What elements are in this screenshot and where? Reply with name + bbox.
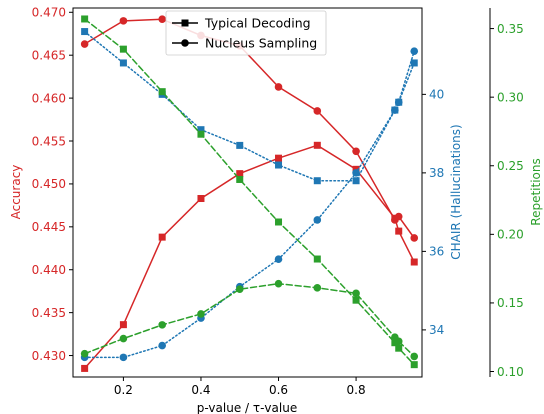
legend-label-typical: Typical Decoding [204, 16, 311, 31]
data-point-circle [274, 279, 283, 288]
accuracy-tick-label: 0.435 [32, 306, 66, 320]
data-point-square [81, 364, 89, 372]
data-point-circle [313, 284, 322, 292]
data-point-square [391, 339, 399, 347]
data-point-square [197, 130, 205, 138]
chair-tick-label: 40 [429, 88, 444, 102]
data-point-circle [352, 147, 360, 156]
data-point-circle [352, 169, 360, 177]
data-point-square [410, 361, 418, 369]
data-point-square [158, 88, 166, 96]
data-point-circle [197, 310, 205, 318]
y-axis-label-repetitions: Repetitions [529, 158, 543, 225]
data-point-circle [80, 349, 89, 358]
data-point-circle [158, 341, 166, 350]
data-point-square [313, 141, 321, 149]
series-accuracy-typical [81, 141, 418, 372]
data-point-square [197, 126, 205, 134]
series-layer [80, 15, 419, 372]
data-point-square [313, 177, 321, 185]
data-point-square [410, 258, 418, 266]
legend-box [165, 10, 327, 56]
series-line-chair-nucleus [83, 50, 415, 359]
accuracy-tick-label: 0.460 [32, 91, 66, 105]
x-tick-label: 0.4 [191, 383, 210, 397]
data-point-circle [158, 321, 166, 329]
data-point-square [275, 154, 283, 162]
data-point-square [352, 296, 360, 304]
data-point-circle [313, 216, 322, 224]
data-point-circle [274, 255, 283, 264]
chair-tick-label: 34 [429, 323, 444, 337]
y-axis-label-chair: CHAIR (Hallucinations) [449, 124, 463, 259]
accuracy-tick-label: 0.470 [32, 6, 66, 20]
data-point-square [236, 175, 244, 183]
data-point-circle [410, 47, 419, 55]
data-point-circle [119, 334, 128, 343]
series-chair-nucleus [80, 47, 419, 362]
plot-frame [72, 7, 423, 378]
legend-label-nucleus: Nucleus Sampling [205, 36, 317, 51]
data-point-square [395, 344, 403, 352]
data-point-circle [352, 289, 360, 298]
x-tick-label: 0.2 [114, 383, 133, 397]
repetitions-tick-label: 0.35 [497, 22, 524, 36]
series-repetitions-nucleus [80, 279, 419, 361]
axes-layer: 0.2 0.4 0.6 0.8 0.430 0.435 0.440 0.445 0.450 0.4… [32, 6, 524, 397]
series-line-repetitions-nucleus [83, 282, 415, 358]
data-point-square [197, 195, 205, 203]
repetitions-tick-label: 0.30 [497, 90, 524, 104]
y-axis-label-accuracy: Accuracy [9, 165, 23, 220]
data-point-square [119, 45, 127, 53]
data-point-square [395, 227, 403, 235]
repetitions-tick-label: 0.15 [497, 296, 524, 310]
accuracy-tick-label: 0.450 [32, 177, 66, 191]
data-point-circle [313, 107, 322, 115]
repetitions-tick-label: 0.10 [497, 365, 524, 379]
legend: Typical Decoding Nucleus Sampling [165, 10, 327, 56]
data-point-circle [119, 17, 128, 25]
accuracy-tick-label: 0.455 [32, 134, 66, 148]
data-point-square [410, 59, 418, 67]
data-point-square [275, 218, 283, 226]
data-point-square [81, 28, 89, 36]
data-point-square [236, 141, 244, 149]
data-point-square [119, 321, 127, 329]
data-point-square [158, 233, 166, 241]
data-point-square [81, 15, 89, 23]
chair-tick-label: 36 [429, 245, 444, 259]
data-point-circle [80, 40, 89, 48]
data-point-square [236, 170, 244, 178]
repetitions-tick-label: 0.25 [497, 159, 524, 173]
series-line-repetitions-typical [83, 18, 415, 366]
data-point-square [119, 59, 127, 67]
series-repetitions-typical [81, 15, 418, 369]
data-point-square [352, 177, 360, 185]
accuracy-tick-label: 0.440 [32, 263, 66, 277]
x-tick-label: 0.8 [347, 383, 366, 397]
legend-marker-circle [181, 39, 189, 47]
repetitions-tick-label: 0.20 [497, 228, 524, 242]
accuracy-tick-label: 0.465 [32, 48, 66, 62]
data-point-circle [274, 83, 283, 91]
data-point-circle [410, 234, 419, 242]
data-point-circle [158, 15, 166, 23]
data-point-circle [119, 353, 128, 362]
legend-marker-square [181, 19, 189, 27]
data-point-square [313, 255, 321, 263]
data-point-circle [394, 98, 403, 107]
accuracy-tick-label: 0.430 [32, 349, 66, 363]
chair-tick-label: 38 [429, 166, 444, 180]
data-point-square [275, 161, 283, 169]
data-point-circle [394, 337, 403, 346]
data-point-circle [394, 212, 403, 221]
series-line-accuracy-typical [83, 144, 415, 370]
accuracy-tick-label: 0.445 [32, 220, 66, 234]
data-point-circle [410, 352, 419, 361]
data-point-circle [235, 285, 244, 294]
data-point-circle [391, 106, 399, 114]
x-axis-label: p-value / τ-value [197, 401, 297, 414]
x-tick-label: 0.6 [269, 383, 288, 397]
